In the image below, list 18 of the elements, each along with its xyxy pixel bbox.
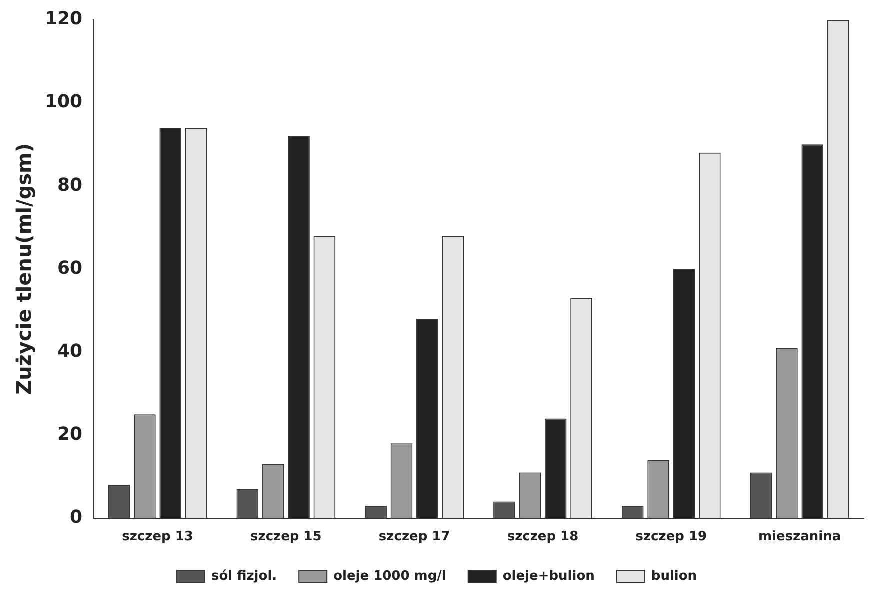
legend-label: oleje+bulion	[502, 568, 595, 584]
legend-label: sól fizjol.	[211, 568, 278, 584]
x-tick-label: szczep 13	[122, 530, 194, 545]
legend-label: bulion	[651, 568, 698, 584]
x-tick-label: mieszanina	[758, 530, 842, 545]
x-tick-label: szczep 17	[378, 530, 450, 545]
x-tick-label: szczep 15	[250, 530, 322, 545]
legend-label: oleje 1000 mg/l	[334, 568, 446, 584]
y-tick-label: 40	[58, 340, 83, 362]
x-tick-label: szczep 19	[636, 530, 708, 545]
y-tick-label: 0	[70, 507, 83, 528]
y-tick-label: 100	[44, 92, 83, 113]
y-tick-label: 60	[58, 258, 83, 279]
y-tick-label: 80	[58, 174, 83, 196]
y-axis-title: Zużycie tlenu(ml/gsm)	[12, 143, 36, 395]
y-tick-label: 20	[58, 424, 83, 446]
x-tick-label: szczep 18	[507, 530, 579, 545]
y-tick-label: 120	[44, 8, 83, 30]
